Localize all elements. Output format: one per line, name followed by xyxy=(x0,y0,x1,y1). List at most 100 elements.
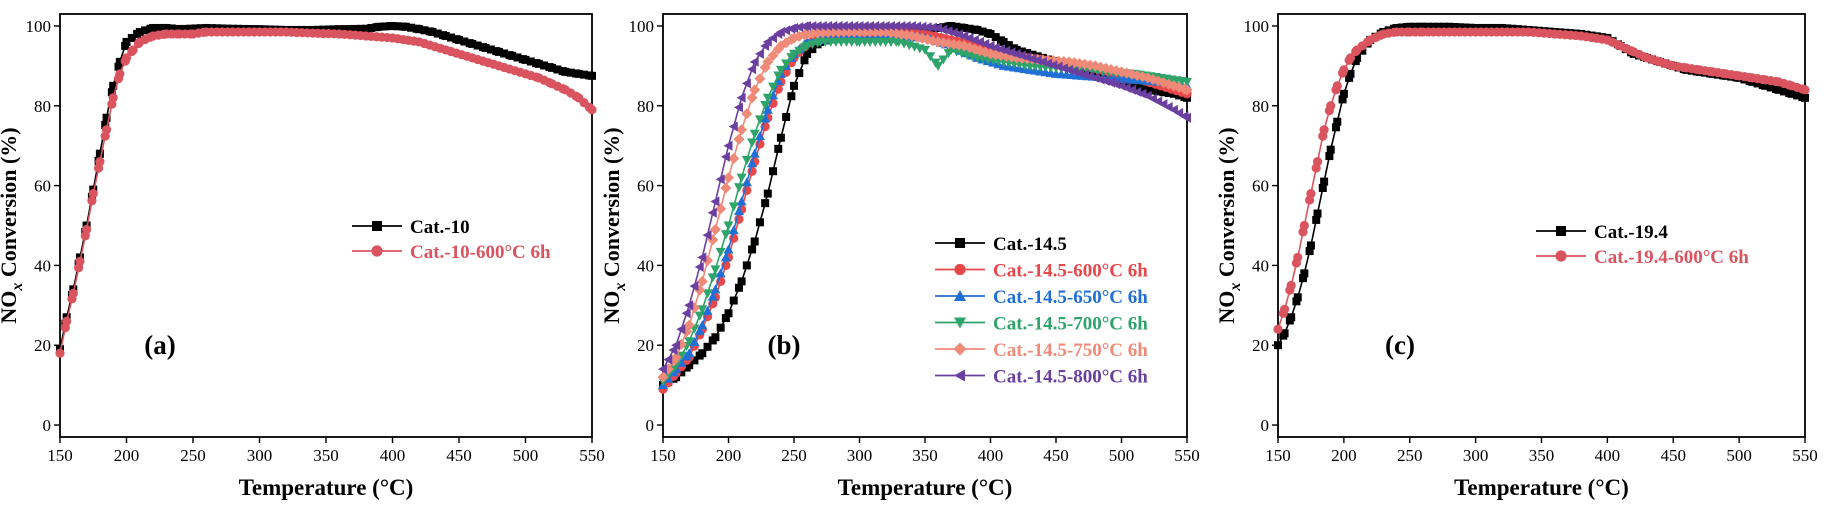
data-point xyxy=(854,20,864,31)
data-point xyxy=(947,21,956,30)
data-point xyxy=(500,49,509,58)
legend-entry: Cat.-19.4-600°C 6h xyxy=(1594,247,1749,268)
data-point xyxy=(1058,55,1070,67)
data-point xyxy=(1300,269,1309,278)
legend-entry: Cat.-14.5-600°C 6h xyxy=(993,261,1148,282)
data-point xyxy=(1293,293,1302,302)
data-point xyxy=(658,364,667,375)
data-point xyxy=(1274,341,1282,350)
x-tick-label: 200 xyxy=(1331,446,1357,465)
data-point xyxy=(1279,304,1290,314)
data-point xyxy=(1090,72,1100,83)
data-point xyxy=(1148,86,1157,95)
data-point xyxy=(1306,188,1316,199)
data-point xyxy=(789,22,798,33)
data-point xyxy=(1001,45,1011,56)
data-point xyxy=(553,65,562,74)
data-point xyxy=(715,203,727,215)
data-point xyxy=(702,305,713,315)
data-point xyxy=(733,133,745,145)
data-point xyxy=(789,49,799,59)
data-point xyxy=(896,20,906,31)
data-point xyxy=(588,71,596,80)
legend-marker xyxy=(954,317,966,329)
data-point xyxy=(787,92,796,101)
y-tick-label: 100 xyxy=(629,17,655,36)
data-point xyxy=(526,57,535,66)
data-point xyxy=(817,20,827,31)
data-point xyxy=(521,55,530,64)
data-point xyxy=(670,351,682,363)
data-point xyxy=(800,56,809,65)
data-point xyxy=(999,37,1008,46)
data-point xyxy=(736,196,747,206)
legend-marker xyxy=(955,238,965,248)
series-line xyxy=(59,31,593,354)
data-point xyxy=(729,296,738,305)
data-point xyxy=(960,23,969,32)
data-point xyxy=(990,42,1000,53)
y-tick-label: 100 xyxy=(26,17,52,36)
x-tick-label: 200 xyxy=(716,446,742,465)
data-point xyxy=(736,173,747,183)
data-point xyxy=(978,27,987,36)
data-point xyxy=(917,21,927,32)
data-point xyxy=(468,39,477,48)
data-point xyxy=(689,337,700,347)
data-point xyxy=(795,69,804,78)
data-point xyxy=(1273,324,1283,334)
data-point xyxy=(115,57,124,66)
data-point xyxy=(901,20,911,31)
data-point xyxy=(933,61,944,71)
x-tick-label: 450 xyxy=(446,446,472,465)
data-point xyxy=(762,93,773,103)
data-point xyxy=(566,68,575,77)
data-point xyxy=(1095,74,1105,85)
chart-panel-3: 150 200 250 300 350 400 450 500 550 0 20 40 60 80 100 T… xyxy=(1214,13,1818,500)
data-point xyxy=(761,199,770,208)
data-point xyxy=(912,21,922,32)
data-point xyxy=(1346,69,1355,78)
data-point xyxy=(747,138,758,148)
data-point xyxy=(87,196,97,206)
data-point xyxy=(782,112,791,121)
data-point xyxy=(1753,79,1762,88)
data-point xyxy=(774,144,783,153)
x-tick-label: 250 xyxy=(180,446,206,465)
y-tick-label: 100 xyxy=(1244,17,1270,36)
data-point xyxy=(724,309,733,318)
data-point xyxy=(574,69,583,78)
data-point xyxy=(741,177,752,187)
data-point xyxy=(985,40,995,51)
data-point xyxy=(1182,77,1192,87)
legend-entry: Cat.-14.5-750°C 6h xyxy=(993,340,1148,361)
data-point xyxy=(844,20,854,31)
data-point xyxy=(733,183,744,193)
data-point xyxy=(1312,215,1321,224)
data-point xyxy=(801,28,813,40)
data-point xyxy=(415,25,424,34)
data-point xyxy=(720,151,730,162)
data-point xyxy=(676,324,686,335)
data-point xyxy=(710,265,721,275)
x-tick-label: 300 xyxy=(1463,446,1489,465)
data-point xyxy=(1306,241,1315,250)
y-tick-label: 20 xyxy=(1252,336,1269,355)
data-point xyxy=(927,22,937,33)
data-point xyxy=(703,342,712,351)
legend: Cat.-10 Cat.-10-600°C 6h xyxy=(352,217,551,263)
data-point xyxy=(823,20,833,31)
y-tick-label: 80 xyxy=(637,97,654,116)
data-point xyxy=(1048,60,1058,71)
data-point xyxy=(473,41,482,50)
data-point xyxy=(580,70,589,79)
data-point xyxy=(794,22,804,33)
data-point xyxy=(710,196,720,207)
data-point xyxy=(401,22,410,31)
data-point xyxy=(1429,22,1438,31)
y-tick-label: 40 xyxy=(1252,256,1269,275)
chart-panel-2: 150 200 250 300 350 400 450 500 550 0 20 40 60 80 100 T… xyxy=(599,13,1200,500)
data-point xyxy=(728,152,740,164)
y-axis-label: NOx Conversion (%) xyxy=(0,127,26,323)
data-point xyxy=(1127,81,1136,90)
